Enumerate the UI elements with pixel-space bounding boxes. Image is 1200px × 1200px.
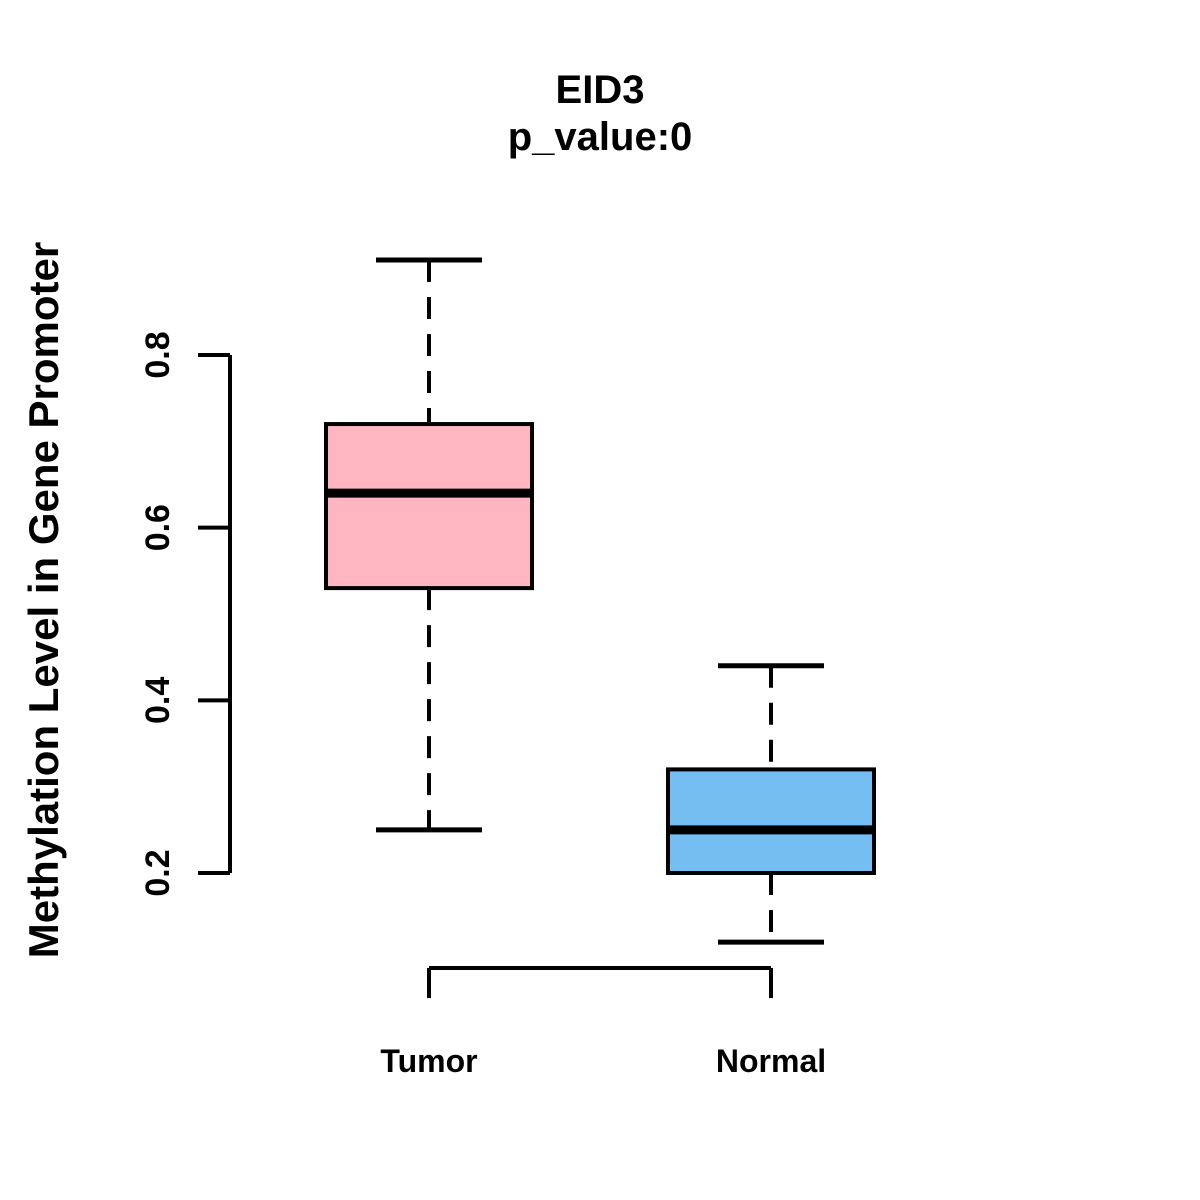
normal-box [666,767,876,876]
y-tick-label: 0.4 [139,677,177,724]
chart-title: EID3 [555,68,645,112]
y-tick-label: 0.6 [139,504,177,551]
tumor-category-label: Tumor [380,1043,477,1079]
chart-subtitle: p_value:0 [507,115,693,159]
normal-category-label: Normal [716,1043,826,1079]
y-tick-label: 0.2 [139,849,177,896]
y-tick-label: 0.8 [139,331,177,378]
tumor-box [324,422,534,591]
